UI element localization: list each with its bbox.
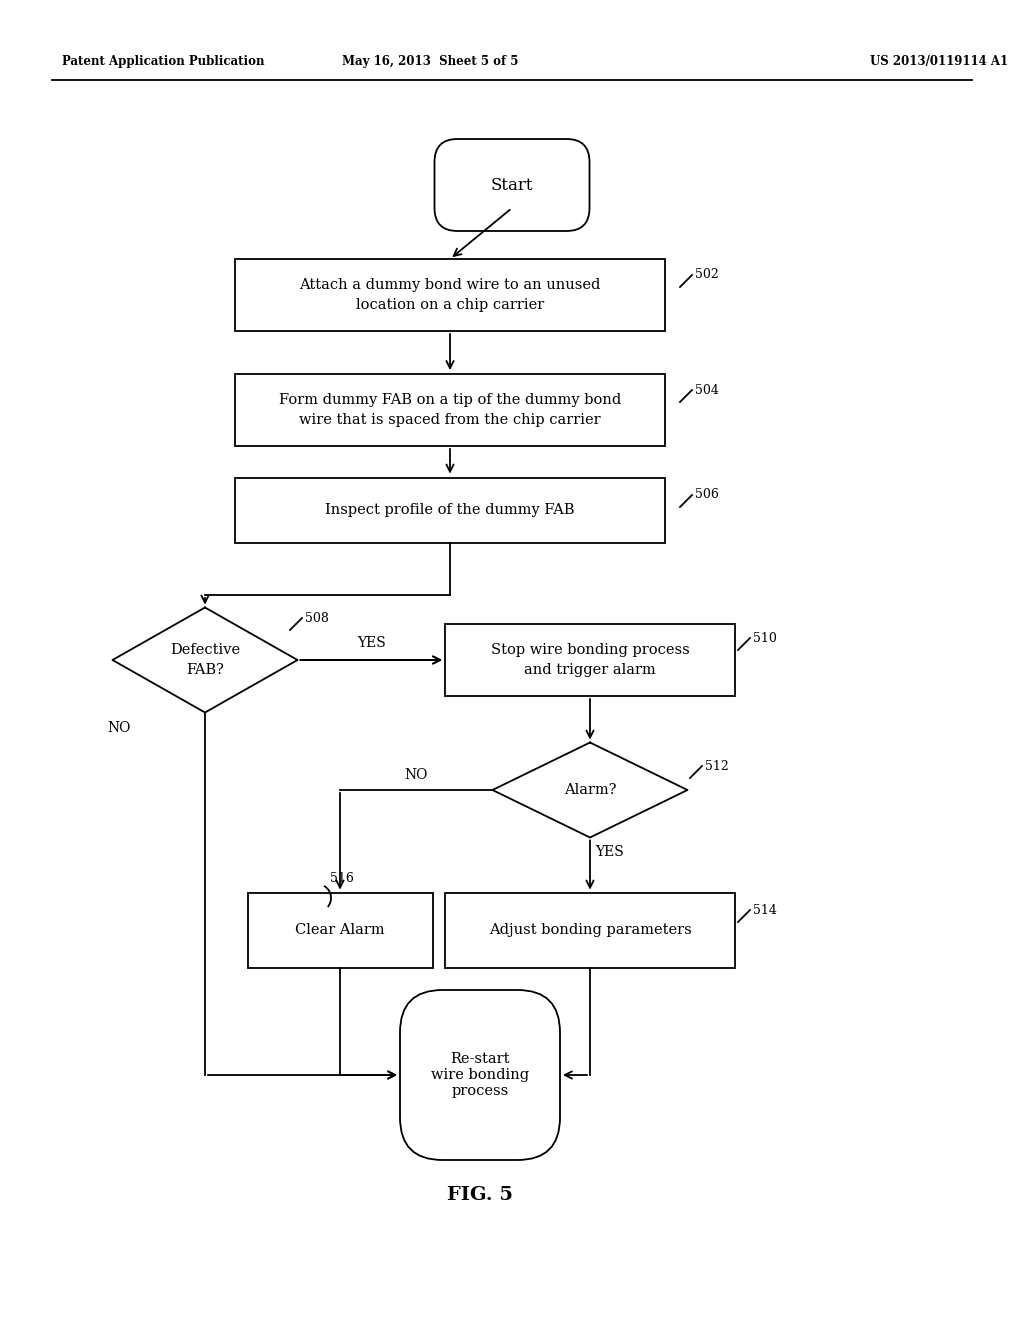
FancyBboxPatch shape: [445, 624, 735, 696]
FancyBboxPatch shape: [445, 892, 735, 968]
Text: Defective
FAB?: Defective FAB?: [170, 643, 240, 677]
FancyBboxPatch shape: [234, 259, 665, 331]
FancyBboxPatch shape: [234, 478, 665, 543]
FancyBboxPatch shape: [248, 892, 432, 968]
Text: Form dummy FAB on a tip of the dummy bond
wire that is spaced from the chip carr: Form dummy FAB on a tip of the dummy bon…: [279, 393, 622, 426]
Text: 504: 504: [695, 384, 719, 396]
Polygon shape: [113, 607, 298, 713]
Text: FIG. 5: FIG. 5: [447, 1185, 513, 1204]
Text: Inspect profile of the dummy FAB: Inspect profile of the dummy FAB: [326, 503, 574, 517]
Text: May 16, 2013  Sheet 5 of 5: May 16, 2013 Sheet 5 of 5: [342, 55, 518, 69]
Text: 502: 502: [695, 268, 719, 281]
Text: 508: 508: [305, 611, 329, 624]
Text: Start: Start: [490, 177, 534, 194]
Text: US 2013/0119114 A1: US 2013/0119114 A1: [870, 55, 1008, 69]
Text: 510: 510: [753, 631, 777, 644]
FancyBboxPatch shape: [234, 374, 665, 446]
Text: 514: 514: [753, 903, 777, 916]
FancyBboxPatch shape: [400, 990, 560, 1160]
Text: Clear Alarm: Clear Alarm: [295, 923, 385, 937]
Text: YES: YES: [595, 846, 624, 859]
Text: NO: NO: [404, 768, 428, 781]
Text: 516: 516: [330, 871, 354, 884]
Text: NO: NO: [108, 721, 131, 734]
Polygon shape: [493, 742, 687, 837]
Text: Re-start
wire bonding
process: Re-start wire bonding process: [431, 1052, 529, 1098]
Text: Attach a dummy bond wire to an unused
location on a chip carrier: Attach a dummy bond wire to an unused lo…: [299, 279, 601, 312]
Text: 506: 506: [695, 488, 719, 502]
Text: 512: 512: [705, 759, 729, 772]
Text: YES: YES: [357, 636, 386, 649]
FancyBboxPatch shape: [434, 139, 590, 231]
Text: Stop wire bonding process
and trigger alarm: Stop wire bonding process and trigger al…: [490, 643, 689, 677]
Text: Alarm?: Alarm?: [564, 783, 616, 797]
Text: Patent Application Publication: Patent Application Publication: [62, 55, 264, 69]
Text: Adjust bonding parameters: Adjust bonding parameters: [488, 923, 691, 937]
